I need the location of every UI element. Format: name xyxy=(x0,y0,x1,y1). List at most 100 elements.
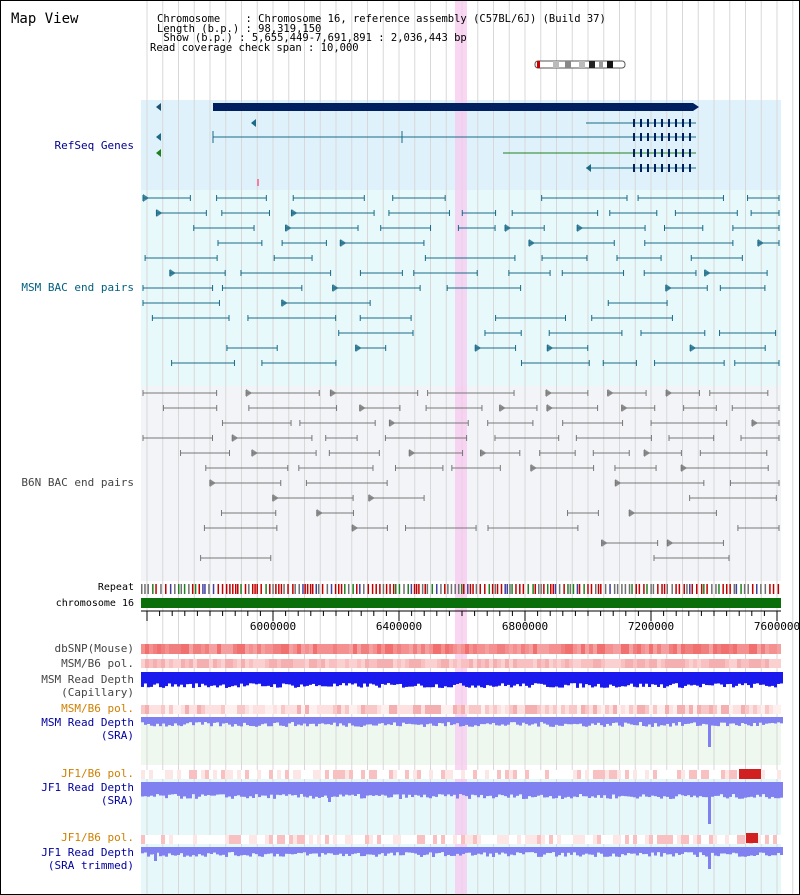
track-label-msm-depth-capillary[interactable]: MSM Read Depth xyxy=(41,673,134,686)
read-depth-bar xyxy=(657,672,660,687)
read-depth-bar xyxy=(579,847,582,857)
heat-cell xyxy=(409,705,413,714)
heat-cell xyxy=(241,835,245,844)
repeat-element xyxy=(527,584,529,594)
read-depth-bar xyxy=(189,847,192,857)
read-depth-bar xyxy=(303,782,306,797)
heat-cell xyxy=(733,835,737,844)
read-depth-bar xyxy=(195,717,198,723)
heat-cell xyxy=(577,770,581,779)
read-depth-bar xyxy=(603,717,606,727)
heat-cell xyxy=(597,770,601,779)
repeat-element xyxy=(208,584,210,594)
track-label-msm-b6-pol-2[interactable]: MSM/B6 pol. xyxy=(61,702,134,715)
read-depth-bar xyxy=(489,717,492,725)
heat-cell xyxy=(489,835,493,844)
msm-bac-pair-arrow xyxy=(704,269,711,277)
chromosome-ideogram[interactable] xyxy=(531,54,629,69)
repeat-element xyxy=(463,584,465,594)
heat-cell xyxy=(481,659,485,668)
read-depth-bar xyxy=(372,672,375,685)
track-label-jf1-b6-pol-2[interactable]: JF1/B6 pol. xyxy=(61,831,134,844)
heat-cell xyxy=(565,644,569,654)
heat-cell xyxy=(181,659,185,668)
read-depth-spike xyxy=(708,847,711,869)
read-depth-bar xyxy=(780,672,783,684)
track-label-msm-depth-sra[interactable]: MSM Read Depth xyxy=(41,716,134,729)
repeat-element xyxy=(756,584,758,594)
read-depth-bar xyxy=(453,672,456,685)
heat-cell xyxy=(365,770,369,779)
track-label-chromosome[interactable]: chromosome 16 xyxy=(55,598,134,609)
track-label-jf1-depth-sra[interactable]: JF1 Read Depth xyxy=(41,781,134,794)
heat-cell xyxy=(173,835,177,844)
repeat-element xyxy=(583,584,585,594)
read-depth-bar xyxy=(291,672,294,686)
track-label-refseq[interactable]: RefSeq Genes xyxy=(54,139,134,152)
read-depth-bar xyxy=(753,847,756,856)
read-depth-bar xyxy=(351,717,354,726)
heat-cell xyxy=(509,770,513,779)
read-depth-bar xyxy=(258,847,261,857)
read-depth-bar xyxy=(258,782,261,798)
track-label-repeat[interactable]: Repeat xyxy=(97,582,134,593)
heat-cell xyxy=(321,770,325,779)
repeat-element xyxy=(506,584,509,594)
read-depth-bar xyxy=(240,717,243,727)
heat-cell xyxy=(373,705,377,714)
heat-cell xyxy=(685,770,689,779)
read-depth-bar xyxy=(393,782,396,795)
track-label-msm-b6-pol[interactable]: MSM/B6 pol. xyxy=(61,657,134,670)
heat-cell xyxy=(609,770,613,779)
heat-cell xyxy=(269,659,273,668)
heat-cell xyxy=(461,835,465,844)
heat-cell xyxy=(537,770,541,779)
heat-cell xyxy=(753,644,757,654)
read-depth-bar xyxy=(558,782,561,796)
heat-cell xyxy=(657,659,661,668)
heat-cell xyxy=(445,659,449,668)
heat-cell xyxy=(761,705,765,714)
read-depth-bar xyxy=(297,717,300,725)
read-depth-bar xyxy=(408,847,411,853)
msm-bac-pair-arrow xyxy=(332,284,339,292)
read-depth-bar xyxy=(291,847,294,855)
heat-cell xyxy=(505,659,509,668)
read-depth-bar xyxy=(204,672,207,686)
gene-model xyxy=(213,103,693,111)
heat-cell xyxy=(289,644,293,654)
read-depth-bar xyxy=(252,847,255,854)
heat-cell xyxy=(753,659,757,668)
read-depth-bar xyxy=(750,847,753,856)
heat-cell xyxy=(353,770,357,779)
read-depth-bar xyxy=(690,782,693,798)
track-label-jf1-depth-trimmed[interactable]: JF1 Read Depth xyxy=(41,846,134,859)
heat-cell xyxy=(273,770,277,779)
track-label-jf1-b6-pol[interactable]: JF1/B6 pol. xyxy=(61,767,134,780)
track-label-dbsnp[interactable]: dbSNP(Mouse) xyxy=(54,642,134,655)
msm-bac-pair-arrow xyxy=(340,239,347,247)
heat-cell xyxy=(545,644,549,654)
read-depth-bar xyxy=(627,782,630,797)
read-depth-bar xyxy=(348,717,351,724)
read-depth-bar xyxy=(531,847,534,853)
read-depth-bar xyxy=(396,847,399,853)
read-depth-bar xyxy=(153,717,156,727)
track-label-b6n-bac[interactable]: B6N BAC end pairs xyxy=(21,476,134,489)
heat-cell xyxy=(317,659,321,668)
read-depth-bar xyxy=(513,847,516,856)
read-depth-bar xyxy=(378,847,381,855)
read-depth-bar xyxy=(642,672,645,687)
heat-cell xyxy=(353,705,357,714)
heat-cell xyxy=(213,705,217,714)
track-label-msm-bac[interactable]: MSM BAC end pairs xyxy=(21,281,134,294)
heat-cell xyxy=(177,705,181,714)
heat-cell xyxy=(541,644,545,654)
b6n-bac-pair-arrow xyxy=(667,539,674,547)
gene-strand-arrow xyxy=(251,119,256,127)
read-depth-bar xyxy=(639,782,642,797)
read-depth-bar xyxy=(540,717,543,723)
read-depth-bar xyxy=(768,672,771,687)
heat-cell xyxy=(561,644,565,654)
